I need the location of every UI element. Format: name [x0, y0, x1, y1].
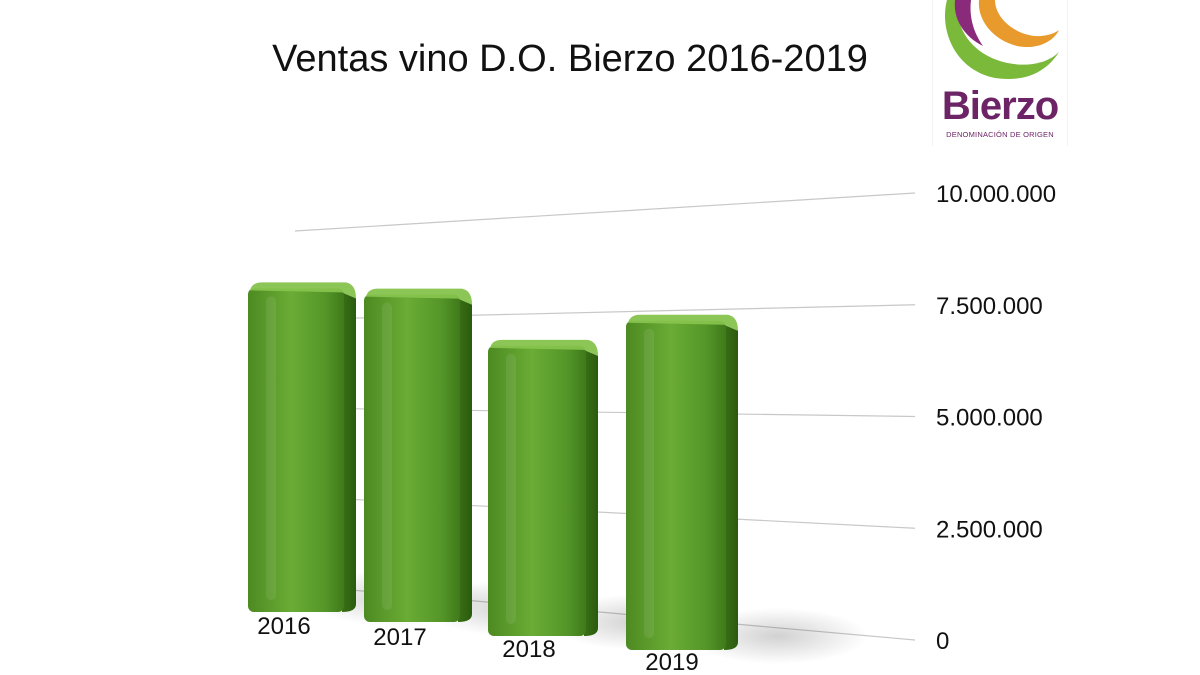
y-tick-label: 10.000.000: [936, 181, 1056, 208]
bar-top-face: [366, 288, 472, 305]
y-tick-label: 0: [936, 628, 949, 655]
x-tick-label: 2018: [502, 636, 555, 663]
bar-highlight: [382, 302, 392, 610]
bar-highlight: [644, 328, 654, 638]
bierzo-logo: Bierzo DENOMINACIÓN DE ORIGEN: [932, 0, 1068, 146]
bar-highlight: [266, 296, 276, 600]
bars: [248, 282, 738, 650]
y-axis-ticks: 0 2.500.000 5.000.000 7.500.000 10.000.000: [936, 181, 1056, 655]
logo-subtitle: DENOMINACIÓN DE ORIGEN: [946, 130, 1054, 139]
bar-side-face: [458, 298, 472, 622]
bar-front-face: [248, 288, 344, 612]
bar-highlight: [506, 353, 516, 624]
gridline: [294, 192, 916, 232]
x-tick-label: 2017: [373, 624, 426, 651]
bar-top-face: [250, 282, 356, 299]
bar-2019: [626, 314, 738, 650]
bar-top-face: [490, 339, 598, 356]
x-axis-ticks: 2016 2017 2018 2019: [257, 613, 698, 675]
bar-2018: [488, 339, 598, 636]
x-tick-label: 2019: [645, 649, 698, 675]
logo-emblem-icon: [945, 0, 1059, 79]
bar-2016: [248, 282, 356, 612]
y-tick-label: 7.500.000: [936, 293, 1043, 320]
bar-front-face: [626, 320, 726, 650]
bar-top-face: [628, 314, 738, 331]
bar-side-face: [342, 292, 356, 612]
logo-orange-swoosh: [978, 0, 1059, 48]
logo-purple-swoosh: [954, 0, 983, 46]
x-tick-label: 2016: [257, 613, 310, 640]
logo-wordmark: Bierzo: [941, 84, 1059, 128]
bar-side-face: [584, 349, 598, 636]
y-tick-label: 5.000.000: [936, 405, 1043, 432]
bar-2017: [364, 288, 472, 622]
chart-title: Ventas vino D.O. Bierzo 2016-2019: [272, 38, 868, 80]
bar-front-face: [364, 294, 460, 622]
bar-side-face: [724, 324, 738, 650]
logo-green-swoosh: [945, 0, 1059, 79]
y-tick-label: 2.500.000: [936, 516, 1043, 543]
bar-front-face: [488, 345, 586, 636]
